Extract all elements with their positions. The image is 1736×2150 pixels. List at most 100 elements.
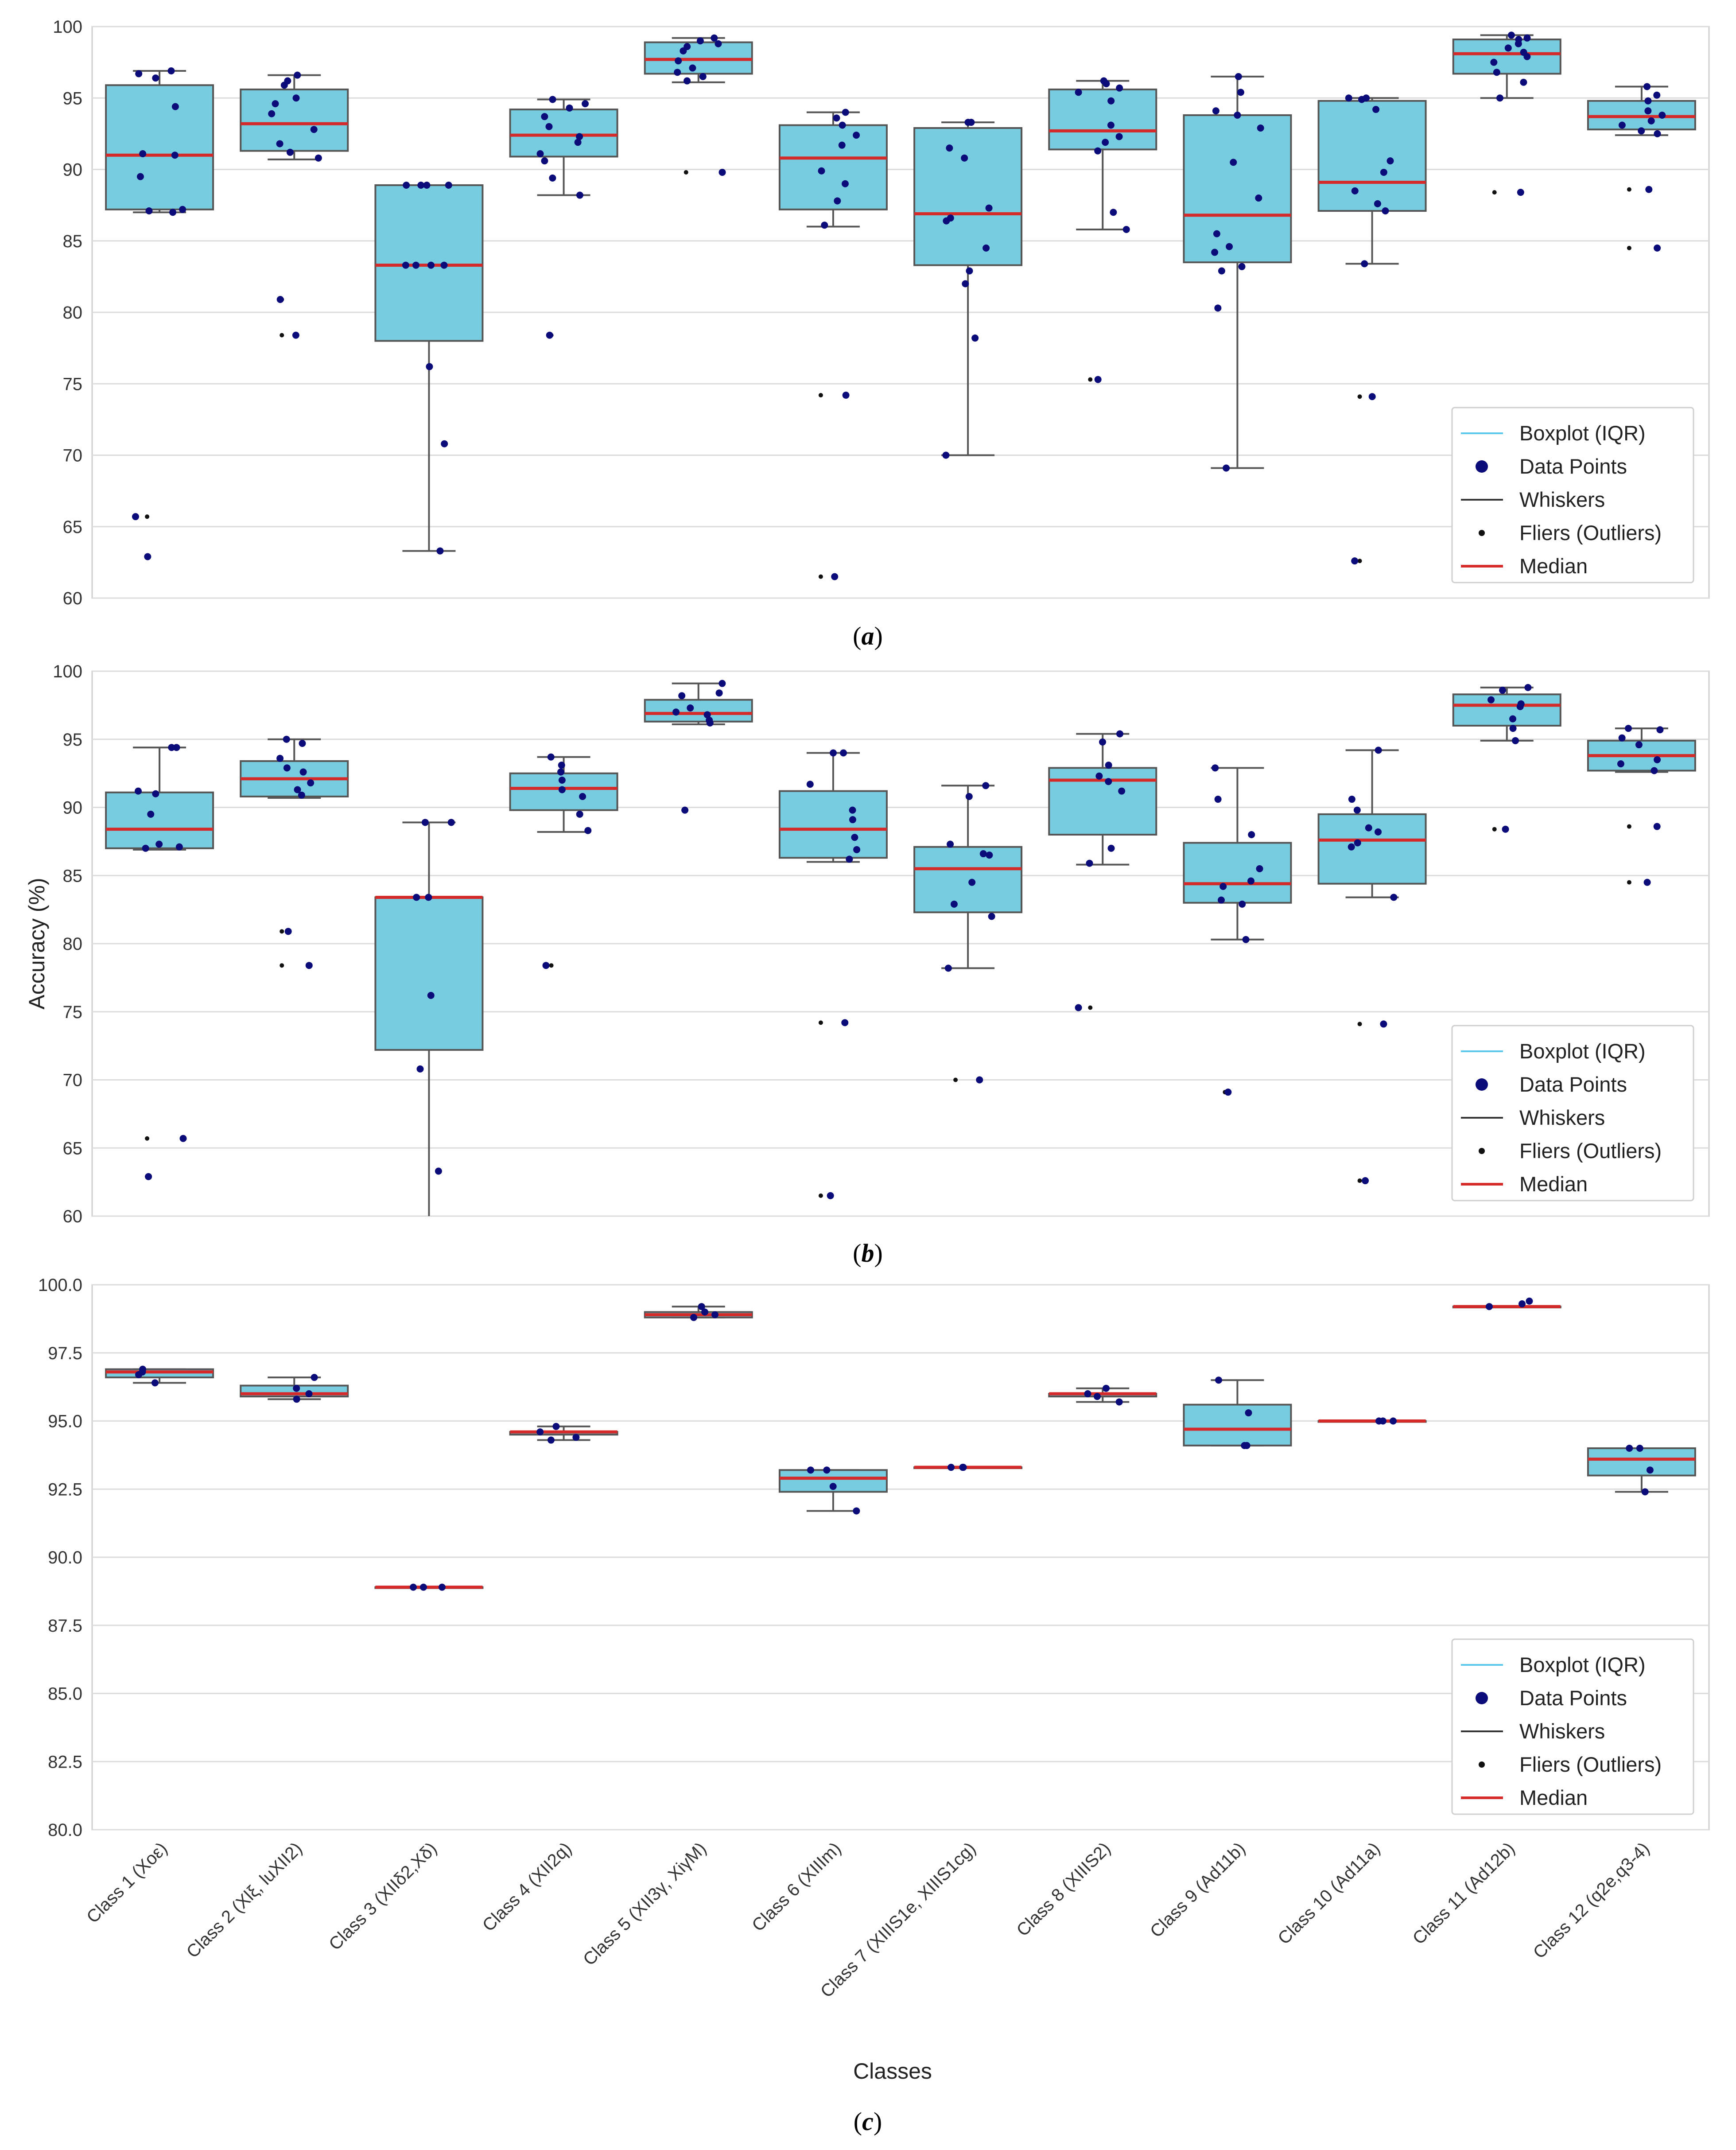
data-point <box>283 735 290 743</box>
data-point <box>842 392 850 399</box>
data-point <box>849 816 856 824</box>
data-point <box>846 855 853 863</box>
data-point <box>155 840 163 848</box>
data-point <box>558 777 566 784</box>
box-class-7 <box>913 782 1023 1084</box>
y-tick-label: 100 <box>53 662 82 681</box>
data-point <box>1212 107 1219 115</box>
data-point <box>689 64 696 72</box>
iqr-box <box>509 109 618 158</box>
data-point <box>179 206 186 213</box>
data-point <box>447 819 455 826</box>
data-point <box>547 1436 555 1444</box>
data-point <box>1644 97 1652 105</box>
legend: Boxplot (IQR) Data Points Whiskers Fliers (… <box>1451 1638 1694 1815</box>
panel-c: 80.0 82.5 85.0 87.5 90.0 92.5 95.0 97.5 100.0 Box… <box>38 1275 1710 2136</box>
data-point <box>171 103 179 110</box>
data-point <box>1362 1177 1369 1185</box>
data-point <box>681 806 689 814</box>
data-point <box>409 1583 417 1591</box>
data-point <box>818 167 825 175</box>
data-point <box>986 851 993 859</box>
data-point <box>151 1379 159 1387</box>
data-point <box>690 1314 698 1321</box>
data-point <box>1499 687 1506 694</box>
box-class-5 <box>644 1303 753 1321</box>
box-class-12 <box>1587 725 1696 886</box>
data-point <box>1519 1300 1526 1308</box>
y-tick-label: 95.0 <box>48 1412 82 1431</box>
legend-data-points-swatch <box>1476 1692 1488 1704</box>
data-point <box>1390 894 1398 901</box>
panel-caption-text: (a) <box>853 622 883 650</box>
y-tick-label: 85.0 <box>48 1684 82 1704</box>
flier-point <box>1627 880 1631 885</box>
data-point <box>545 123 553 130</box>
data-point <box>1107 97 1115 105</box>
data-point <box>1647 117 1655 124</box>
flier-point <box>1492 190 1497 195</box>
data-point <box>152 74 159 82</box>
data-point <box>1094 147 1102 155</box>
data-point <box>438 1583 446 1591</box>
data-point <box>1255 194 1262 202</box>
legend-fliers: Fliers (Outliers) <box>1479 1753 1662 1776</box>
flier-point <box>1627 245 1631 250</box>
data-point <box>139 150 147 158</box>
data-point <box>1372 106 1380 113</box>
data-point <box>1524 684 1532 691</box>
legend-fliers-label: Fliers (Outliers) <box>1519 521 1662 544</box>
box-class-4 <box>509 753 618 969</box>
data-point <box>536 150 544 158</box>
legend-data-points: Data Points <box>1476 1073 1627 1096</box>
data-point <box>827 1192 834 1199</box>
y-tick-label: 85 <box>63 866 83 886</box>
data-point <box>536 1428 544 1436</box>
data-point <box>1643 83 1651 90</box>
data-point <box>426 363 433 370</box>
flier-point <box>1627 824 1631 829</box>
box-class-6 <box>778 1466 888 1515</box>
data-point <box>435 1167 442 1175</box>
data-point <box>831 573 839 580</box>
data-point <box>1239 900 1246 908</box>
legend-whiskers-label: Whiskers <box>1519 1106 1605 1129</box>
data-point <box>572 1434 580 1441</box>
data-point <box>944 964 952 972</box>
data-point <box>1094 376 1102 383</box>
data-point <box>552 1423 560 1430</box>
data-point <box>576 133 583 140</box>
data-point <box>135 70 143 78</box>
legend-median-label: Median <box>1519 1786 1588 1809</box>
y-tick-label: 95 <box>63 89 83 108</box>
box-class-12 <box>1587 1445 1696 1496</box>
data-point <box>549 174 556 182</box>
legend-fliers-swatch <box>1479 530 1485 536</box>
data-point <box>1618 734 1626 742</box>
iqr-box <box>1183 1404 1292 1446</box>
flier-point <box>280 929 284 934</box>
data-point <box>1653 823 1661 830</box>
box-class-5 <box>644 680 753 814</box>
data-point <box>706 719 714 727</box>
data-point <box>425 894 432 901</box>
data-point <box>412 261 419 269</box>
legend-median: Median <box>1461 1172 1588 1196</box>
data-point <box>1517 189 1524 196</box>
data-point <box>1213 230 1220 237</box>
data-point <box>299 768 307 776</box>
data-point <box>1380 1020 1387 1028</box>
data-point <box>584 827 592 834</box>
box-class-8 <box>1048 730 1157 1011</box>
flier-point <box>1357 394 1362 399</box>
box-class-10 <box>1317 94 1427 565</box>
data-point <box>293 1384 300 1392</box>
data-point <box>1617 760 1624 768</box>
data-point <box>1656 726 1664 734</box>
data-point <box>830 749 837 757</box>
flier-point <box>145 514 150 519</box>
data-point <box>821 222 828 229</box>
data-point <box>299 739 306 747</box>
data-point <box>315 154 322 162</box>
legend-boxplot: Boxplot (IQR) <box>1461 1653 1646 1676</box>
